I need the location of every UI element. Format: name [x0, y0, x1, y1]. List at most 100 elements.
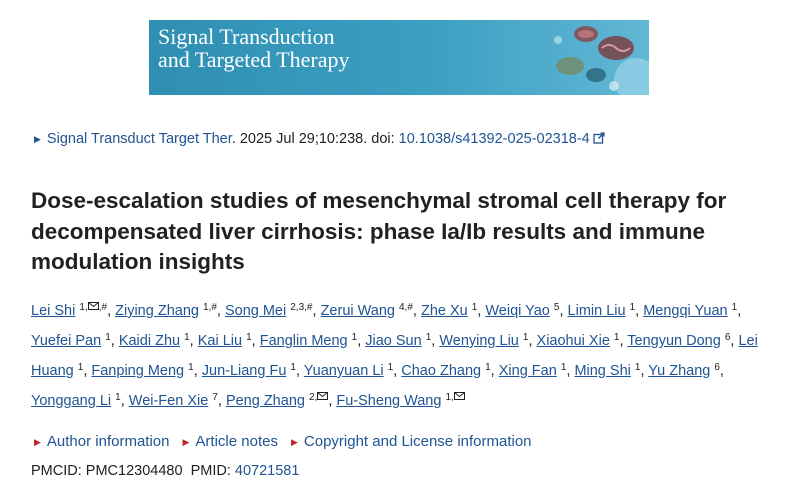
- author-link[interactable]: Kai Liu: [197, 333, 243, 349]
- author-item: Zhe Xu 1,: [420, 302, 486, 320]
- affiliation-numbers: 1: [634, 362, 641, 373]
- article-notes-toggle[interactable]: ▶ Article notes: [182, 433, 278, 450]
- pmid-link[interactable]: 40721581: [234, 463, 300, 479]
- author-link[interactable]: Mengqi Yuan: [643, 303, 728, 319]
- author-item: Song Mei 2,3,#,: [224, 302, 321, 320]
- author-link[interactable]: Xiaohui Xie: [536, 333, 610, 349]
- affiliation-numbers: 7: [212, 392, 218, 403]
- author-link[interactable]: Zerui Wang: [320, 303, 395, 319]
- affiliation-numbers: 5: [553, 302, 560, 313]
- author-item: Xiaohui Xie 1,: [536, 332, 628, 350]
- article-title: Dose-escalation studies of mesenchymal s…: [31, 188, 727, 274]
- author-link[interactable]: Fanglin Meng: [259, 333, 348, 349]
- author-link[interactable]: Yonggang Li: [31, 393, 112, 409]
- author-link[interactable]: Ming Shi: [574, 363, 631, 379]
- affiliation-numbers: 1: [77, 362, 84, 373]
- affiliation-numbers: 1,: [79, 302, 88, 313]
- author-item: Ziying Zhang 1,#,: [115, 302, 225, 320]
- affiliation-numbers: 2,: [308, 392, 318, 403]
- author-item: Kaidi Zhu 1,: [118, 332, 198, 350]
- external-link-icon[interactable]: [593, 132, 605, 144]
- affiliation-numbers: 6: [724, 332, 731, 343]
- author-link[interactable]: Zhe Xu: [420, 303, 468, 319]
- author-affiliation-sup: 1, ,#: [79, 302, 107, 313]
- author-link[interactable]: Xing Fan: [498, 363, 557, 379]
- author-link[interactable]: Wei-Fen Xie: [128, 393, 209, 409]
- author-affiliation-sup: 1: [246, 332, 252, 343]
- author-affiliation-sup: 1: [352, 332, 358, 343]
- author-affiliation-sup: 1: [188, 362, 194, 373]
- author-affiliation-sup: 4,#: [399, 302, 413, 313]
- author-link[interactable]: Kaidi Zhu: [118, 333, 181, 349]
- article-ids: PMCID: PMC12304480 PMID: 40721581: [31, 463, 299, 479]
- author-information-toggle[interactable]: ▶ Author information: [34, 433, 170, 450]
- author-item: Wenying Liu 1,: [439, 332, 537, 350]
- expand-triangle-icon: ▶: [34, 437, 41, 447]
- author-item: Ming Shi 1,: [574, 362, 649, 380]
- author-affiliation-sup: 1: [184, 332, 190, 343]
- author-item: Kai Liu 1,: [197, 332, 260, 350]
- journal-link[interactable]: Signal Transduct Target Ther: [46, 131, 232, 147]
- affiliation-numbers: 1: [115, 392, 121, 403]
- author-item: Yuefei Pan 1,: [31, 332, 119, 350]
- affiliation-numbers: 2,3,#: [290, 302, 313, 313]
- pmid-label: PMID:: [190, 463, 235, 479]
- author-link[interactable]: Jun-Liang Fu: [201, 363, 287, 379]
- author-item: Limin Liu 1,: [567, 302, 644, 320]
- cells-illustration-icon: [554, 26, 649, 95]
- author-link[interactable]: Wenying Liu: [439, 333, 519, 349]
- article-info-links: ▶ Author information ▶ Article notes ▶ Copyri…: [34, 433, 545, 450]
- affiliation-numbers: 1: [731, 302, 738, 313]
- author-affiliation-sup: 1: [485, 362, 491, 373]
- author-affiliation-sup: 1: [472, 302, 478, 313]
- author-link[interactable]: Peng Zhang: [225, 393, 305, 409]
- affiliation-numbers: 4,#: [399, 302, 413, 313]
- author-link[interactable]: Lei Huang: [31, 333, 758, 379]
- author-link[interactable]: Jiao Sun: [365, 333, 422, 349]
- author-link[interactable]: Fu-Sheng Wang: [336, 393, 442, 409]
- expand-triangle-icon[interactable]: ▶: [34, 134, 41, 144]
- journal-banner-title: Signal Transduction and Targeted Therapy: [158, 24, 350, 72]
- author-affiliation-sup: 1: [426, 332, 432, 343]
- copyright-license-toggle[interactable]: ▶ Copyright and License information: [290, 433, 532, 450]
- author-link[interactable]: Song Mei: [224, 303, 287, 319]
- author-affiliation-sup: 1: [635, 362, 641, 373]
- email-icon[interactable]: [453, 392, 465, 403]
- journal-banner[interactable]: Signal Transduction and Targeted Therapy: [149, 20, 649, 95]
- author-item: Weiqi Yao 5,: [485, 302, 568, 320]
- author-link[interactable]: Tengyun Dong: [627, 333, 721, 349]
- author-item: Fu-Sheng Wang 1,: [336, 392, 465, 409]
- affiliation-numbers: 1: [290, 362, 296, 373]
- author-link[interactable]: Weiqi Yao: [485, 303, 550, 319]
- author-link[interactable]: Yu Zhang: [648, 363, 711, 379]
- affiliation-numbers: 1: [560, 362, 567, 373]
- author-item: Jun-Liang Fu 1,: [201, 362, 304, 380]
- author-link[interactable]: Limin Liu: [567, 303, 626, 319]
- affiliation-numbers: 1,#: [202, 302, 217, 313]
- expand-triangle-icon: ▶: [182, 437, 190, 447]
- author-link[interactable]: Fanping Meng: [91, 363, 185, 379]
- author-link[interactable]: Ziying Zhang: [115, 303, 199, 319]
- email-icon[interactable]: [87, 302, 99, 313]
- author-link[interactable]: Lei Shi: [31, 303, 76, 319]
- author-item: Zerui Wang 4,#,: [320, 302, 421, 320]
- doi-link[interactable]: 10.1038/s41392-025-02318-4: [398, 131, 590, 147]
- author-item: Xing Fan 1,: [498, 362, 575, 380]
- author-affiliation-sup: 1: [388, 362, 394, 373]
- affiliation-numbers: 1: [522, 332, 529, 343]
- author-item: Jiao Sun 1,: [365, 332, 440, 350]
- citation-date-volume: . 2025 Jul 29;10:238. doi:: [231, 131, 399, 147]
- expand-triangle-icon: ▶: [290, 437, 298, 447]
- author-link[interactable]: Chao Zhang: [401, 363, 482, 379]
- author-item: Mengqi Yuan 1,: [643, 302, 742, 320]
- author-list: Lei Shi 1, ,#, Ziying Zhang 1,#, Song Mei…: [31, 296, 776, 416]
- author-affiliation-sup: 2,3,#: [290, 302, 312, 313]
- email-icon[interactable]: [317, 392, 329, 403]
- author-affiliation-sup: 1: [630, 302, 636, 313]
- affiliation-numbers: 1: [105, 332, 111, 343]
- author-link[interactable]: Yuanyuan Li: [303, 363, 384, 379]
- author-link[interactable]: Yuefei Pan: [31, 333, 102, 349]
- author-affiliation-sup: 1,#: [203, 302, 217, 313]
- author-affiliation-sup: 1: [105, 332, 111, 343]
- affiliation-numbers: 1: [246, 332, 252, 343]
